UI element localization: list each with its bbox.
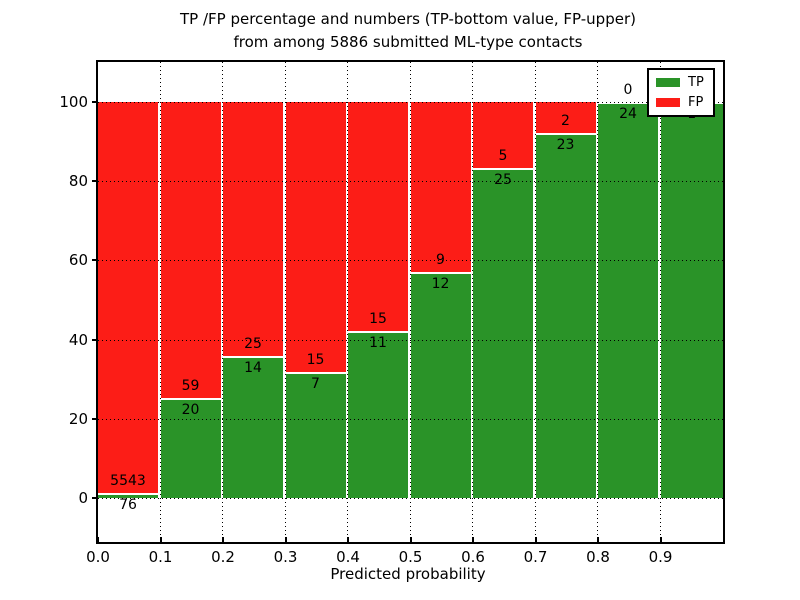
x-tick-label: 0.1 [148,548,173,566]
bar-segment-tp [223,355,283,499]
chart-title-line2: from among 5886 submitted ML-type contac… [233,33,583,51]
bar-segment-fp [223,101,283,356]
bar-label-tp: 23 [556,137,575,154]
gridline-vertical [222,62,223,542]
y-tick-mark [92,180,98,182]
x-tick-mark [284,537,287,542]
y-tick-label: 0 [78,489,88,508]
bar-label-fp: 5 [498,147,508,164]
bar-segment-tp [473,167,533,499]
bar-segment-fp [285,101,346,373]
x-tick-label: 0.7 [523,548,548,566]
bar-segment-tp [535,133,596,499]
bar-segment-fp [98,101,158,493]
x-tick-mark [409,537,412,542]
x-tick-label: 0.9 [648,548,673,566]
gridline-horizontal [98,339,723,341]
x-tick-label: 0.3 [273,548,298,566]
x-tick-mark [97,537,99,542]
gridline-horizontal [98,101,723,103]
y-tick-label: 20 [68,410,88,429]
gridline-vertical [472,62,473,542]
legend: TP FP [647,68,715,117]
gridline-vertical [597,62,598,542]
x-tick-label: 0.2 [211,548,235,566]
bar-segment-tp [348,330,408,499]
x-axis-label: Predicted probability [330,565,486,583]
x-tick-mark [347,537,349,542]
x-tick-label: 0.6 [461,548,485,566]
bar-label-fp: 59 [181,377,200,394]
gridline-vertical [347,62,348,542]
bar-label-fp: 25 [244,335,262,352]
bar-segment-tp [98,492,158,499]
y-tick-mark [92,338,98,341]
x-tick-label: 0.0 [86,548,110,566]
bar-segment-fp [160,101,221,398]
x-tick-mark [222,537,224,542]
gridline-vertical [534,62,536,542]
bar-segment-fp [535,101,596,134]
x-tick-mark [659,537,662,542]
bar-label-fp: 2 [561,113,570,130]
bar-segment-fp [410,101,471,272]
chart-title: TP /FP percentage and numbers (TP-bottom… [108,8,708,54]
y-tick-label: 40 [68,330,88,349]
gridline-vertical [409,62,411,542]
gridline-horizontal [98,419,723,421]
legend-swatch-fp-icon [656,98,680,107]
bar-label-tp: 11 [369,334,387,351]
bar-label-tp: 7 [311,376,320,393]
gridline-horizontal [98,498,723,500]
bar-label-tp: 14 [244,359,262,376]
bar-label-tp: 20 [181,401,200,418]
bar-label-fp: 0 [623,81,633,98]
x-tick-mark [472,537,474,542]
legend-item-fp: FP [656,96,706,109]
legend-label-tp: TP [688,75,704,90]
bar-label-fp: 15 [306,352,325,369]
bar-label-tp: 76 [119,496,137,513]
x-tick-label: 0.5 [398,548,423,566]
bar-label-tp: 25 [494,171,512,188]
y-tick-mark [92,259,98,262]
bar-label-tp: 12 [431,275,450,292]
gridline-vertical [284,62,286,542]
legend-label-fp: FP [688,95,704,110]
chart-title-line1: TP /FP percentage and numbers (TP-bottom… [180,10,636,28]
y-tick-mark [92,418,98,421]
bar-segment-tp [410,271,471,499]
gridline-vertical [659,62,661,542]
bar-segment-tp [660,101,723,499]
bar-label-fp: 9 [436,251,445,268]
y-tick-label: 100 [59,92,88,111]
y-tick-mark [92,100,98,103]
y-tick-label: 80 [68,172,88,190]
y-tick-label: 60 [68,251,88,270]
bar-label-fp: 15 [369,310,387,327]
x-tick-mark [159,537,162,542]
gridline-horizontal [98,181,723,182]
bar-segment-tp [598,101,658,499]
bar-label-fp: 5543 [110,472,146,489]
bar-segment-fp [348,101,408,331]
bar-segment-tp [160,397,221,499]
legend-item-tp: TP [656,76,706,89]
plot-area: Percentage 55437659202514157151191252522… [59,60,725,566]
bar-segment-tp [285,372,346,499]
bar-segment-fp [473,101,533,168]
legend-swatch-tp-icon [656,78,680,87]
x-tick-label: 0.8 [586,548,610,566]
x-tick-label: 0.4 [336,548,360,566]
y-tick-mark [92,497,98,500]
bar-label-tp: 24 [619,105,637,122]
gridline-vertical [159,62,161,542]
x-tick-mark [597,537,599,542]
x-tick-mark [534,537,537,542]
gridline-horizontal [98,260,723,262]
